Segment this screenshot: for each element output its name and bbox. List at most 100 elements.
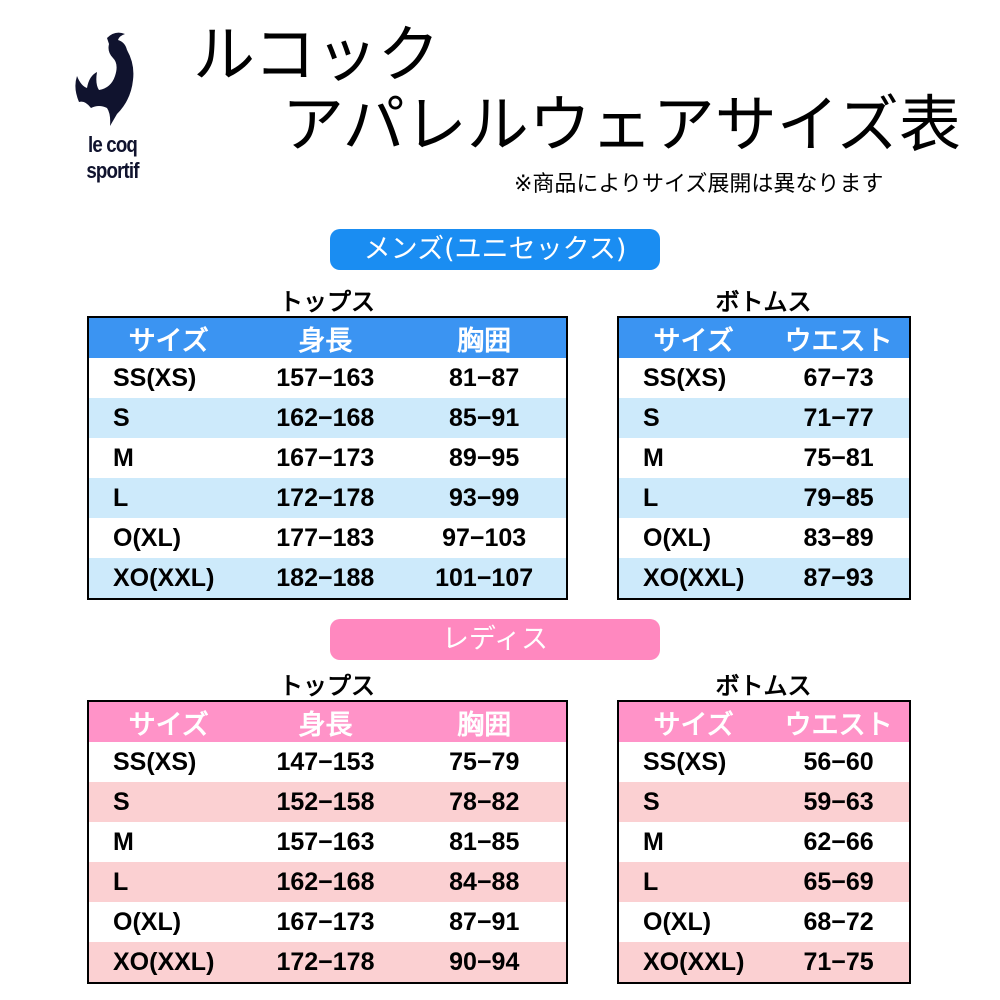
header-row: サイズ 身長 胸囲 <box>88 317 567 358</box>
measure-cell: 97−103 <box>442 523 527 552</box>
measure-cell: 71−75 <box>803 947 874 976</box>
table-row: XO(XXL) 87−93 <box>618 558 910 599</box>
size-cell: S <box>113 403 130 432</box>
size-cell: S <box>643 403 660 432</box>
measure-cell: 65−69 <box>803 867 874 896</box>
size-cell: SS(XS) <box>113 747 197 776</box>
table-row: XO(XXL) 71−75 <box>618 942 910 983</box>
measure-cell: 90−94 <box>449 947 520 976</box>
measure-cell: 157−163 <box>276 827 375 856</box>
table-row: SS(XS) 56−60 <box>618 742 910 782</box>
column-header: 身長 <box>298 709 353 740</box>
header-row: サイズ ウエスト <box>618 317 910 358</box>
table-row: S 152−158 78−82 <box>88 782 567 822</box>
measure-cell: 162−168 <box>276 403 375 432</box>
le-coq-sportif-logo: le coq sportif <box>55 28 170 183</box>
size-cell: M <box>643 443 664 472</box>
size-cell: XO(XXL) <box>643 563 745 592</box>
mens-tops-table: サイズ 身長 胸囲 SS(XS) 157−163 81−87 S 162−168 85−91 M 1… <box>87 316 568 600</box>
size-cell: L <box>643 483 659 512</box>
table-row: SS(XS) 147−153 75−79 <box>88 742 567 782</box>
size-cell: XO(XXL) <box>113 563 215 592</box>
ladies-bottoms-title: ボトムス <box>715 672 812 700</box>
table-row: M 157−163 81−85 <box>88 822 567 862</box>
column-header: 胸囲 <box>457 709 512 740</box>
ladies-section-label: レディス <box>330 619 660 660</box>
table-row: M 167−173 89−95 <box>88 438 567 478</box>
table-row: M 75−81 <box>618 438 910 478</box>
column-header: サイズ <box>653 325 734 356</box>
ladies-bottoms-table: サイズ ウエスト SS(XS) 56−60 S 59−63 M 62−66 L 65−69 O(XL… <box>617 700 911 984</box>
mens-bottoms-title: ボトムス <box>715 288 812 316</box>
measure-cell: 85−91 <box>449 403 520 432</box>
size-cell: L <box>113 867 129 896</box>
size-cell: O(XL) <box>113 523 182 552</box>
measure-cell: 68−72 <box>803 907 874 936</box>
table-row: S 59−63 <box>618 782 910 822</box>
header-row: サイズ ウエスト <box>618 701 910 742</box>
measure-cell: 81−87 <box>449 363 520 392</box>
column-header: 胸囲 <box>457 325 512 356</box>
measure-cell: 101−107 <box>435 563 534 592</box>
measure-cell: 59−63 <box>803 787 874 816</box>
title-line-1: ルコック <box>193 18 440 91</box>
table-row: O(XL) 83−89 <box>618 518 910 558</box>
table-row: S 71−77 <box>618 398 910 438</box>
table-row: L 79−85 <box>618 478 910 518</box>
measure-cell: 177−183 <box>276 523 375 552</box>
ladies-tops-title: トップス <box>279 672 375 700</box>
measure-cell: 162−168 <box>276 867 375 896</box>
table-row: L 172−178 93−99 <box>88 478 567 518</box>
size-cell: S <box>113 787 130 816</box>
measure-cell: 81−85 <box>449 827 520 856</box>
measure-cell: 84−88 <box>449 867 520 896</box>
measure-cell: 157−163 <box>276 363 375 392</box>
size-cell: L <box>643 867 659 896</box>
table-row: SS(XS) 157−163 81−87 <box>88 358 567 398</box>
column-header: ウエスト <box>784 709 893 740</box>
title-line-2: アパレルウェアサイズ表 <box>282 88 961 161</box>
measure-cell: 75−81 <box>803 443 874 472</box>
measure-cell: 62−66 <box>803 827 874 856</box>
size-cell: O(XL) <box>643 523 712 552</box>
size-cell: M <box>113 827 134 856</box>
ladies-tops-table: サイズ 身長 胸囲 SS(XS) 147−153 75−79 S 152−158 78−82 M 1… <box>87 700 568 984</box>
table-row: S 162−168 85−91 <box>88 398 567 438</box>
table-row: O(XL) 167−173 87−91 <box>88 902 567 942</box>
column-header: サイズ <box>128 325 209 356</box>
measure-cell: 67−73 <box>803 363 874 392</box>
table-row: SS(XS) 67−73 <box>618 358 910 398</box>
size-cell: S <box>643 787 660 816</box>
measure-cell: 147−153 <box>276 747 375 776</box>
table-row: O(XL) 177−183 97−103 <box>88 518 567 558</box>
size-cell: O(XL) <box>113 907 182 936</box>
table-row: XO(XXL) 172−178 90−94 <box>88 942 567 983</box>
column-header: サイズ <box>128 709 209 740</box>
table-row: L 65−69 <box>618 862 910 902</box>
size-cell: L <box>113 483 129 512</box>
table-row: M 62−66 <box>618 822 910 862</box>
measure-cell: 89−95 <box>449 443 520 472</box>
note: ※商品によりサイズ展開は異なります <box>514 172 884 197</box>
size-cell: O(XL) <box>643 907 712 936</box>
column-header: 身長 <box>298 325 353 356</box>
measure-cell: 93−99 <box>449 483 520 512</box>
mens-tops-title: トップス <box>279 288 375 316</box>
size-cell: M <box>113 443 134 472</box>
column-header: サイズ <box>653 709 734 740</box>
size-cell: SS(XS) <box>643 747 727 776</box>
measure-cell: 172−178 <box>276 483 375 512</box>
measure-cell: 182−188 <box>276 563 375 592</box>
column-header: ウエスト <box>784 325 893 356</box>
measure-cell: 56−60 <box>803 747 874 776</box>
measure-cell: 167−173 <box>276 443 375 472</box>
table-row: XO(XXL) 182−188 101−107 <box>88 558 567 599</box>
table-row: O(XL) 68−72 <box>618 902 910 942</box>
measure-cell: 87−91 <box>449 907 520 936</box>
measure-cell: 172−178 <box>276 947 375 976</box>
table-row: L 162−168 84−88 <box>88 862 567 902</box>
rooster-icon <box>75 32 134 126</box>
measure-cell: 75−79 <box>449 747 520 776</box>
measure-cell: 78−82 <box>449 787 520 816</box>
mens-bottoms-table: サイズ ウエスト SS(XS) 67−73 S 71−77 M 75−81 L 79−85 O(XL… <box>617 316 911 600</box>
